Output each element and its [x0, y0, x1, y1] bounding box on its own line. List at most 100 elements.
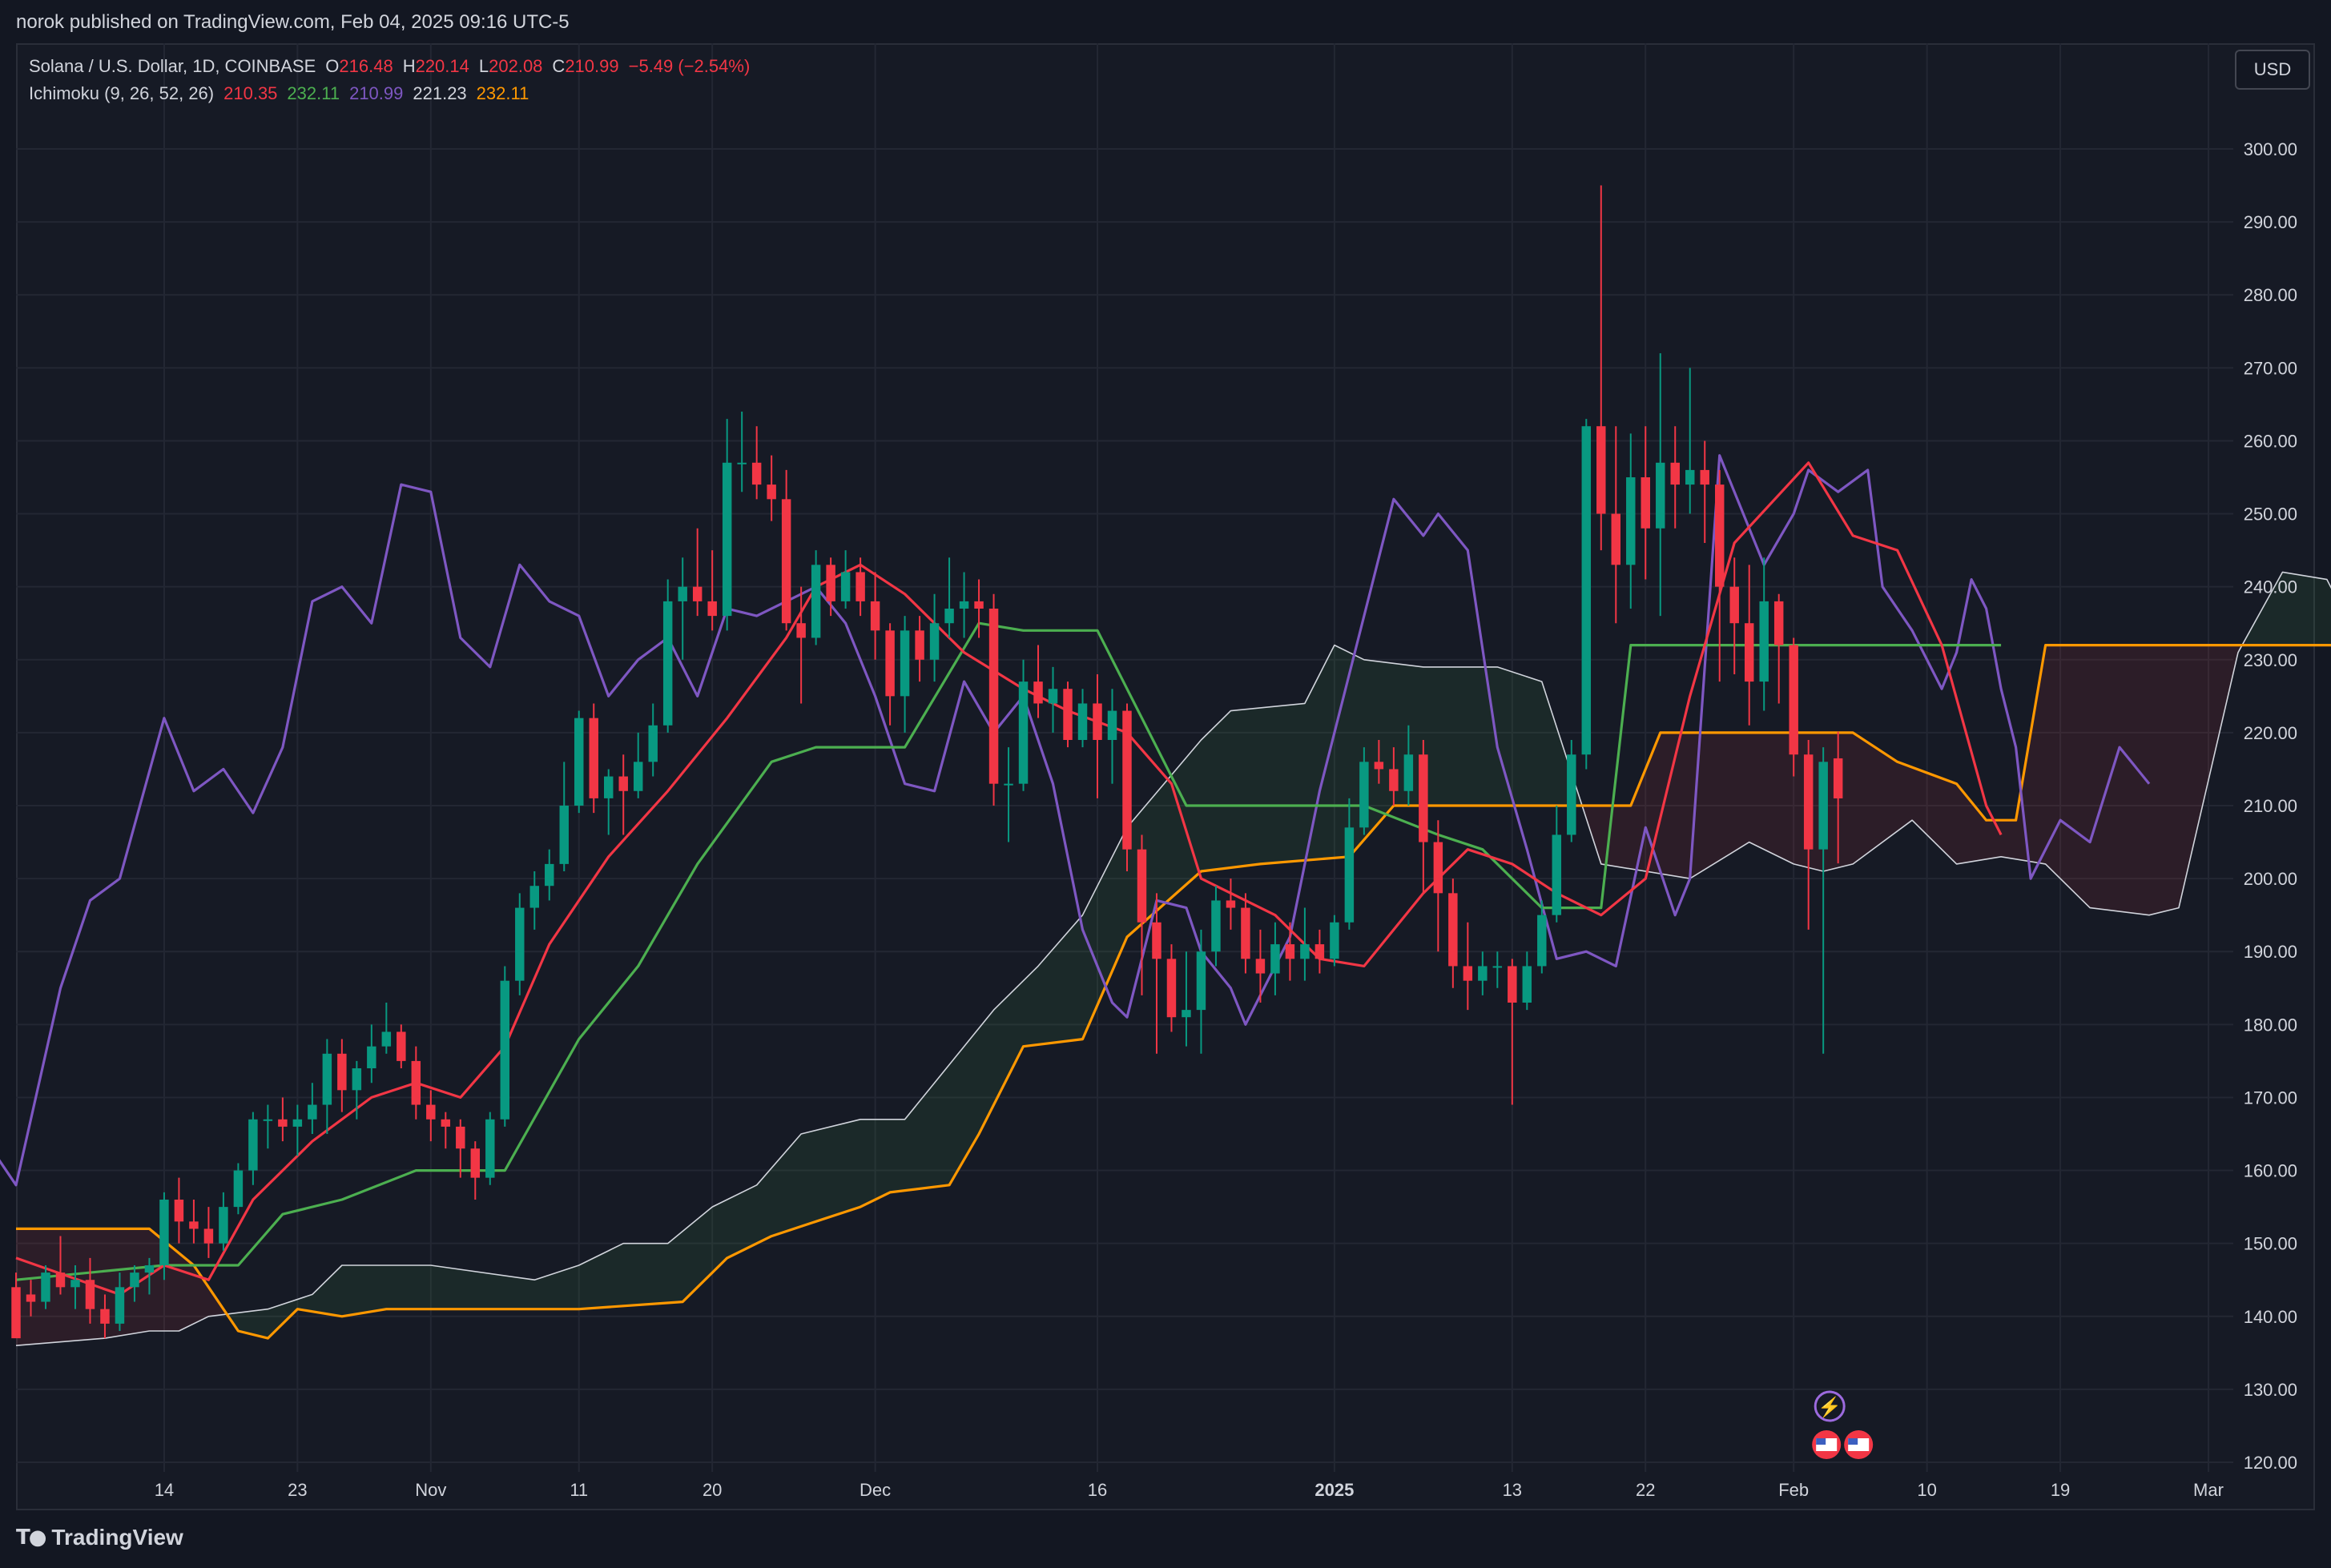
up-candle	[1344, 827, 1355, 923]
tradingview-brand[interactable]: 𝗧● TradingView	[16, 1525, 183, 1550]
price-tick-label: 150.00	[2244, 1234, 2297, 1254]
up-candle	[944, 609, 954, 624]
down-candle	[988, 609, 999, 784]
flash-event-icon	[1814, 1390, 1846, 1422]
flag-canton	[1848, 1438, 1858, 1445]
down-candle	[751, 462, 762, 485]
time-tick-label: Dec	[860, 1480, 891, 1500]
time-tick-label: Feb	[1778, 1480, 1809, 1500]
price-tick-label: 280.00	[2244, 285, 2297, 305]
time-tick-label: 20	[703, 1480, 722, 1500]
up-candle	[1552, 834, 1562, 915]
bearish-cloud	[16, 1228, 227, 1346]
down-candle	[692, 586, 703, 601]
up-candle	[159, 1200, 169, 1265]
up-candle	[1182, 1010, 1191, 1018]
down-candle	[1255, 959, 1266, 974]
bullish-cloud	[2245, 572, 2331, 645]
bullish-cloud	[227, 645, 1583, 1339]
price-tick-label: 230.00	[2244, 650, 2297, 670]
candles	[11, 185, 1843, 1339]
up-candle	[1626, 477, 1636, 565]
up-candle	[840, 572, 851, 601]
bearish-cloud	[1582, 638, 2246, 915]
up-candle	[1077, 703, 1088, 740]
down-candle	[55, 1272, 66, 1288]
low-label: L	[478, 56, 489, 76]
up-candle	[115, 1287, 125, 1324]
price-tick-label: 250.00	[2244, 505, 2297, 525]
event-markers: ⚡	[1812, 1390, 1874, 1459]
time-tick-label: 19	[2051, 1480, 2070, 1500]
up-candle	[485, 1119, 495, 1178]
down-candle	[1789, 645, 1798, 755]
down-candle	[1508, 966, 1517, 1003]
down-candle	[796, 623, 806, 638]
tradingview-logo-icon: 𝗧●	[16, 1526, 46, 1550]
down-candle	[1226, 900, 1236, 908]
change-value: −5.49 (−2.54%)	[628, 56, 751, 76]
up-candle	[603, 776, 614, 798]
up-candle	[1196, 951, 1206, 1011]
brand-name: TradingView	[51, 1525, 183, 1550]
up-candle	[1492, 966, 1503, 968]
down-candle	[1803, 754, 1814, 850]
up-candle	[574, 718, 584, 806]
down-candle	[11, 1287, 21, 1339]
up-candle	[130, 1272, 139, 1288]
down-candle	[826, 565, 835, 601]
down-candle	[618, 776, 628, 791]
price-tick-label: 220.00	[2244, 723, 2297, 743]
up-candle	[545, 863, 554, 887]
down-candle	[100, 1309, 110, 1324]
price-tick-label: 160.00	[2244, 1161, 2297, 1181]
conversion-value: 210.35	[223, 83, 278, 103]
up-candle	[722, 462, 732, 617]
down-candle	[26, 1294, 36, 1302]
down-candle	[1241, 907, 1250, 959]
time-tick-label: 13	[1503, 1480, 1522, 1500]
price-tick-label: 290.00	[2244, 212, 2297, 232]
up-candle	[1685, 469, 1695, 485]
up-candle	[322, 1053, 332, 1105]
down-candle	[1166, 959, 1177, 1018]
up-candle	[352, 1068, 362, 1091]
time-axis: 14 23 Nov 11 20 Dec 16 2025 13 22 Feb 10 19 Mar	[155, 1480, 2224, 1500]
up-candle	[1656, 462, 1665, 529]
symbol-name: Solana / U.S. Dollar, 1D, COINBASE	[29, 56, 316, 76]
down-candle	[1314, 944, 1325, 959]
up-candle	[1018, 681, 1029, 784]
up-candle	[633, 762, 643, 791]
up-candle	[41, 1272, 50, 1302]
published-text: norok published on TradingView.com, Feb …	[16, 11, 570, 33]
price-tick-label: 180.00	[2244, 1015, 2297, 1035]
down-candle	[589, 718, 598, 798]
currency-button[interactable]: USD	[2235, 50, 2310, 90]
up-candle	[263, 1119, 273, 1121]
down-candle	[1773, 601, 1784, 645]
down-candle	[1374, 762, 1384, 770]
down-candle	[856, 572, 865, 601]
down-candle	[203, 1228, 214, 1244]
low-value: 202.08	[489, 56, 543, 76]
up-candle	[500, 980, 510, 1120]
price-tick-label: 140.00	[2244, 1307, 2297, 1327]
down-candle	[1063, 689, 1073, 740]
price-tick-label: 210.00	[2244, 796, 2297, 816]
time-tick-label: 16	[1088, 1480, 1107, 1500]
lagging-value: 210.99	[349, 83, 404, 103]
down-candle	[1152, 922, 1161, 959]
down-candle	[278, 1119, 288, 1127]
flag-canton	[1816, 1438, 1826, 1445]
time-tick-label: 10	[1917, 1480, 1936, 1500]
down-candle	[1033, 681, 1043, 704]
down-candle	[426, 1104, 436, 1120]
up-candle	[1567, 754, 1576, 835]
down-candle	[1137, 849, 1147, 923]
up-candle	[1759, 601, 1769, 682]
up-candle	[70, 1280, 80, 1288]
up-candle	[1330, 922, 1339, 959]
down-candle	[767, 484, 776, 500]
up-candle	[648, 725, 658, 762]
